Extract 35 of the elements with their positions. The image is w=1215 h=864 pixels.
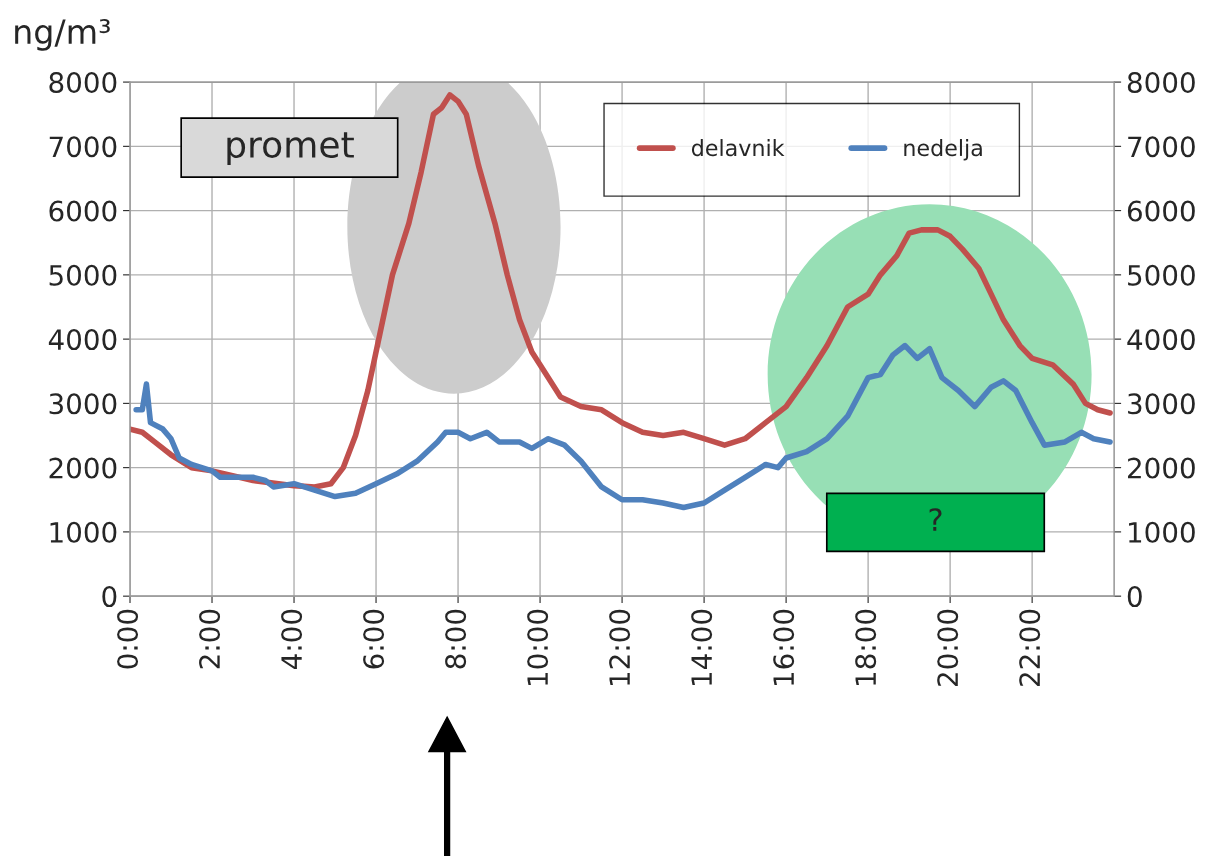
y2-tick-label: 5000: [1128, 264, 1195, 286]
y2-tick-label: 2000: [1128, 457, 1195, 479]
x-tick-label: 14:00: [691, 609, 713, 685]
x-tick-label: 18:00: [855, 609, 877, 685]
y-tick-label: 8000: [49, 72, 117, 94]
x-tick-label: 6:00: [363, 609, 385, 669]
y2-tick-label: 7000: [1128, 136, 1195, 158]
x-tick-label: 2:00: [199, 609, 221, 669]
y2-tick-label: 6000: [1127, 200, 1195, 222]
x-tick-label: 10:00: [527, 609, 549, 685]
legend-label: nedelja: [904, 139, 982, 161]
x-tick-label: 8:00: [445, 609, 467, 669]
y2-tick-label: 0: [1127, 586, 1142, 608]
y-tick-label: 3000: [49, 393, 117, 415]
y-tick-label: 2000: [49, 457, 117, 479]
y2-tick-label: 1000: [1129, 521, 1195, 543]
x-tick-label: 16:00: [773, 609, 795, 685]
x-tick-label: 22:00: [1019, 609, 1041, 686]
y2-tick-label: 4000: [1127, 329, 1195, 351]
y-tick-label: 4000: [48, 329, 117, 351]
y-tick-label: 0: [102, 586, 117, 608]
x-tick-label: 12:00: [609, 609, 631, 685]
x-tick-label: 0:00: [117, 609, 139, 669]
y-tick-label: 6000: [49, 200, 117, 222]
y2-tick-label: 8000: [1127, 72, 1195, 94]
legend-label: delavnik: [691, 139, 785, 157]
y-tick-label: 1000: [50, 521, 117, 543]
annotation: promet: [227, 132, 354, 166]
y-axis-title: ng/m³: [15, 19, 110, 51]
y-tick-label: 7000: [49, 136, 117, 158]
y2-tick-label: 3000: [1128, 393, 1195, 415]
annotation: ?: [929, 508, 942, 531]
y-tick-label: 5000: [49, 264, 117, 286]
x-tick-label: 20:00: [937, 609, 959, 686]
x-tick-label: 4:00: [281, 609, 303, 669]
